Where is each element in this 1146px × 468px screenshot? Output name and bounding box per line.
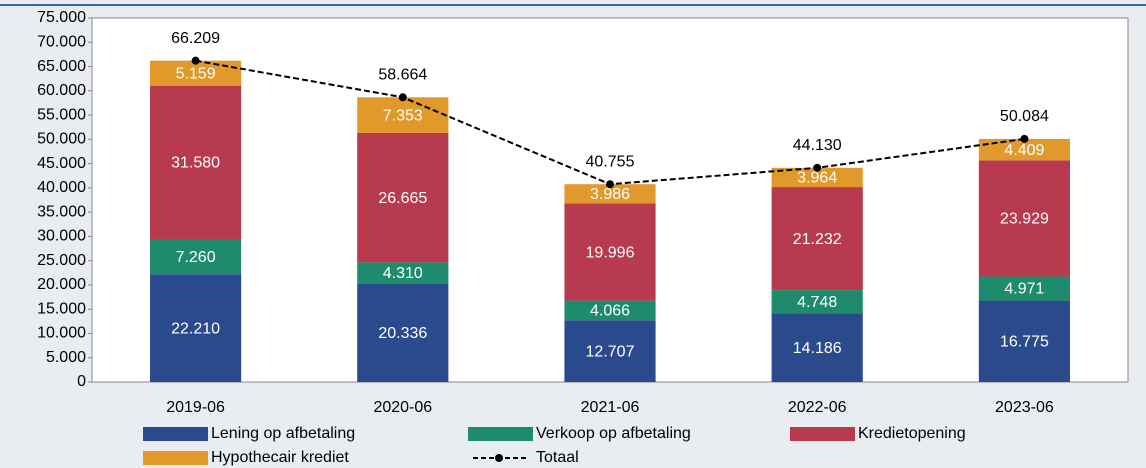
data-label: 26.665 xyxy=(378,190,427,207)
total-marker xyxy=(398,93,407,102)
y-tick-label: 50.000 xyxy=(37,131,86,148)
data-label: 3.964 xyxy=(797,170,837,187)
data-label: 22.210 xyxy=(171,320,220,337)
bar-segment xyxy=(357,97,449,133)
y-tick-label: 35.000 xyxy=(37,203,86,220)
bar-segment xyxy=(564,203,656,301)
x-tick-label: 2020-06 xyxy=(373,399,432,416)
y-tick-label: 10.000 xyxy=(37,325,86,342)
bar-segment xyxy=(357,262,449,284)
data-label: 20.336 xyxy=(378,325,427,342)
y-tick-label: 15.000 xyxy=(37,300,86,317)
legend-swatch xyxy=(143,427,208,441)
legend-swatch xyxy=(468,427,533,441)
data-label: 12.707 xyxy=(586,343,635,360)
legend-label: Lening op afbetaling xyxy=(211,425,355,442)
data-label: 31.580 xyxy=(171,155,220,172)
legend-label: Totaal xyxy=(536,449,579,466)
data-label: 4.066 xyxy=(590,303,630,320)
data-label: 16.775 xyxy=(1000,334,1049,351)
bar-segment xyxy=(978,138,1070,161)
bar-segment xyxy=(564,300,656,321)
y-tick-label: 0 xyxy=(77,373,86,390)
data-label: 4.310 xyxy=(383,265,423,282)
y-tick-label: 25.000 xyxy=(37,252,86,269)
x-tick-label: 2023-06 xyxy=(995,399,1054,416)
y-tick-label: 5.000 xyxy=(46,349,86,366)
total-label: 58.664 xyxy=(378,67,427,84)
bar-segment xyxy=(150,85,242,239)
data-label: 14.186 xyxy=(793,340,842,357)
legend-label: Hypothecair krediet xyxy=(211,449,349,466)
data-label: 4.409 xyxy=(1004,142,1044,159)
y-tick-label: 55.000 xyxy=(37,106,86,123)
bar-segment xyxy=(771,313,863,382)
data-label: 23.929 xyxy=(1000,211,1049,228)
bar-segment xyxy=(771,187,863,291)
legend-label: Verkoop op afbetaling xyxy=(536,425,691,442)
legend-marker xyxy=(495,454,503,462)
total-label: 50.084 xyxy=(1000,108,1049,125)
data-label: 4.971 xyxy=(1004,281,1044,298)
data-label: 4.748 xyxy=(797,294,837,311)
legend-swatch xyxy=(143,451,208,465)
bar-segment xyxy=(150,274,242,382)
bar-segment xyxy=(150,60,242,86)
data-label: 21.232 xyxy=(793,231,842,248)
bar-segment xyxy=(978,300,1070,382)
y-tick-label: 60.000 xyxy=(37,82,86,99)
y-tick-label: 75.000 xyxy=(37,9,86,26)
data-label: 19.996 xyxy=(586,244,635,261)
legend-label: Kredietopening xyxy=(858,425,966,442)
bar-segment xyxy=(978,276,1070,301)
data-label: 3.986 xyxy=(590,186,630,203)
y-tick-label: 40.000 xyxy=(37,179,86,196)
total-marker xyxy=(191,56,200,65)
bar-segment xyxy=(771,290,863,314)
total-marker xyxy=(606,180,614,189)
x-tick-label: 2022-06 xyxy=(788,399,847,416)
y-tick-label: 70.000 xyxy=(37,33,86,50)
bar-segment xyxy=(357,283,449,382)
legend-swatch xyxy=(790,427,855,441)
x-tick-label: 2019-06 xyxy=(166,399,225,416)
bar-segment xyxy=(978,160,1070,277)
bar-segment xyxy=(564,320,656,382)
data-label: 7.260 xyxy=(176,249,216,266)
total-marker xyxy=(1020,134,1029,143)
x-tick-label: 2021-06 xyxy=(581,399,640,416)
bar-segment xyxy=(357,132,449,263)
total-marker xyxy=(813,163,822,172)
y-tick-label: 65.000 xyxy=(37,58,86,75)
bar-segment xyxy=(150,238,242,275)
data-label: 5.159 xyxy=(176,65,216,82)
y-tick-label: 45.000 xyxy=(37,155,86,172)
bar-segment xyxy=(564,184,656,204)
data-label: 7.353 xyxy=(383,107,423,124)
total-label: 40.755 xyxy=(586,153,635,170)
total-label: 66.209 xyxy=(171,30,220,47)
y-tick-label: 30.000 xyxy=(37,228,86,245)
total-label: 44.130 xyxy=(793,137,842,154)
bar-segment xyxy=(771,167,863,188)
y-tick-label: 20.000 xyxy=(37,276,86,293)
